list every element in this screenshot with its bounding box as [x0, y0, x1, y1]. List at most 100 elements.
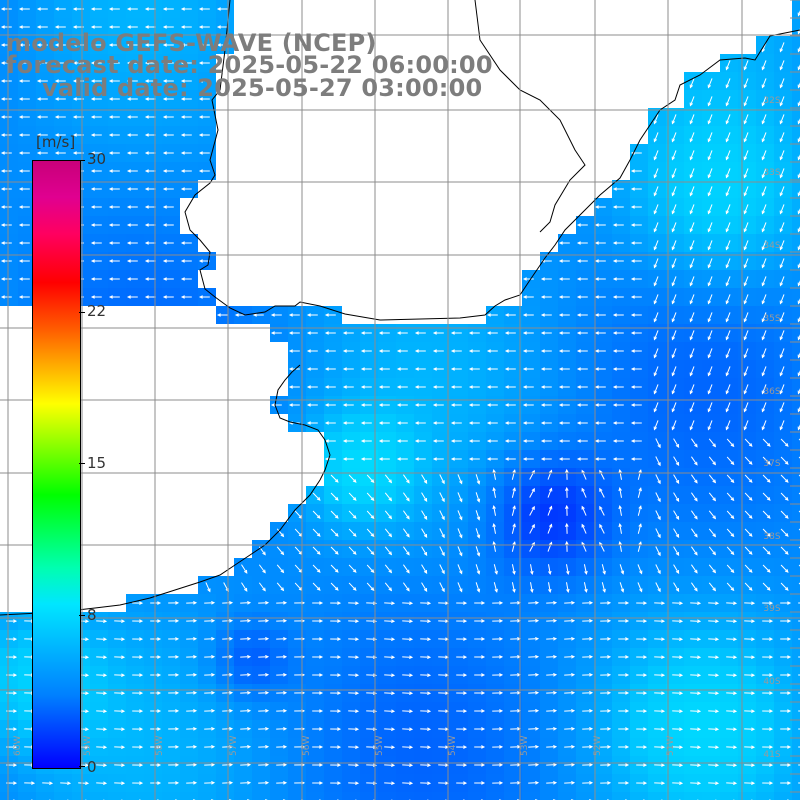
- wind-speed-cell: [522, 792, 540, 800]
- wind-arrowhead: [423, 479, 428, 484]
- wind-arrowhead: [108, 151, 113, 155]
- wind-arrowhead: [342, 385, 347, 389]
- wind-arrow: [348, 582, 357, 591]
- wind-arrow: [439, 510, 445, 520]
- wind-arrowhead: [72, 79, 77, 83]
- wind-arrowhead: [126, 205, 131, 209]
- border-line: [474, 0, 586, 233]
- wind-arrowhead: [265, 762, 270, 767]
- wind-arrowhead: [355, 655, 360, 659]
- wind-arrow: [779, 330, 785, 340]
- wind-arrowhead: [751, 727, 756, 731]
- wind-arrowhead: [725, 120, 730, 125]
- wind-speed-cell: [0, 792, 18, 800]
- wind-arrow: [743, 150, 749, 160]
- wind-arrowhead: [406, 551, 410, 556]
- wind-arrowhead: [653, 282, 658, 287]
- wind-arrowhead: [103, 637, 108, 642]
- wind-arrowhead: [599, 523, 603, 528]
- wind-arrowhead: [144, 25, 149, 29]
- wind-arrow: [762, 474, 771, 483]
- wind-arrowhead: [324, 349, 329, 353]
- wind-arrow: [744, 546, 753, 555]
- wind-arrowhead: [787, 781, 792, 785]
- wind-arrowhead: [450, 367, 455, 371]
- wind-arrowhead: [504, 403, 509, 407]
- wind-arrow: [690, 492, 698, 502]
- wind-arrowhead: [769, 637, 774, 641]
- wind-arrowhead: [761, 66, 766, 71]
- wind-arrowhead: [334, 479, 339, 483]
- wind-arrowhead: [531, 523, 535, 528]
- wind-arrowhead: [769, 709, 774, 713]
- wind-arrowhead: [779, 156, 784, 161]
- wind-arrowhead: [535, 600, 540, 605]
- wind-arrowhead: [784, 497, 789, 501]
- wind-speed-cell: [792, 612, 800, 630]
- wind-arrow: [653, 240, 659, 250]
- wind-arrowhead: [671, 426, 676, 431]
- wind-arrow: [707, 348, 713, 358]
- colorbar-tick-label: 22: [87, 302, 107, 320]
- wind-arrowhead: [594, 385, 599, 389]
- wind-arrowhead: [643, 727, 648, 731]
- wind-arrowhead: [262, 569, 266, 574]
- wind-arrow: [402, 564, 410, 574]
- wind-arrow: [690, 456, 698, 466]
- wind-arrowhead: [499, 637, 504, 641]
- wind-arrowhead: [571, 654, 576, 659]
- wind-arrow: [726, 438, 735, 447]
- wind-arrowhead: [725, 264, 730, 269]
- wind-arrowhead: [441, 552, 445, 557]
- wind-arrowhead: [72, 7, 77, 11]
- wind-arrow: [725, 276, 731, 286]
- wind-arrowhead: [643, 655, 648, 659]
- wind-arrowhead: [262, 551, 266, 556]
- wind-arrowhead: [671, 264, 676, 269]
- wind-arrow: [797, 28, 800, 34]
- wind-arrowhead: [766, 461, 771, 465]
- wind-arrowhead: [618, 541, 622, 546]
- wind-arrowhead: [522, 457, 527, 461]
- wind-arrowhead: [612, 187, 617, 191]
- wind-arrowhead: [139, 781, 144, 785]
- wind-arrowhead: [193, 655, 198, 659]
- wind-arrow: [581, 542, 587, 552]
- wind-arrowhead: [730, 461, 735, 466]
- wind-speed-cell: [792, 396, 800, 414]
- wind-arrow: [761, 132, 767, 142]
- wind-arrowhead: [694, 443, 698, 448]
- wind-arrowhead: [306, 349, 311, 353]
- wind-arrowhead: [54, 115, 59, 119]
- wind-arrow: [205, 582, 211, 592]
- wind-arrowhead: [769, 619, 774, 623]
- wind-arrowhead: [229, 618, 234, 623]
- wind-speed-cell: [378, 792, 396, 800]
- wind-arrowhead: [779, 300, 784, 305]
- wind-arrowhead: [594, 403, 599, 407]
- wind-arrowhead: [657, 552, 661, 557]
- wind-arrowhead: [725, 426, 730, 431]
- wind-arrowhead: [0, 25, 5, 29]
- wind-arrowhead: [157, 637, 162, 641]
- wind-arrow: [439, 546, 445, 556]
- wind-arrowhead: [769, 601, 774, 605]
- wind-arrow: [762, 528, 771, 537]
- wind-arrow: [475, 528, 480, 538]
- wind-arrowhead: [36, 7, 41, 11]
- wind-arrow: [797, 136, 800, 142]
- wind-arrowhead: [630, 385, 635, 389]
- wind-arrowhead: [643, 691, 648, 695]
- wind-arrow: [725, 186, 731, 196]
- wind-arrow: [330, 546, 339, 555]
- wind-arrowhead: [180, 25, 185, 29]
- wind-arrowhead: [694, 497, 698, 502]
- wind-arrowhead: [581, 505, 585, 510]
- wind-arrowhead: [671, 354, 676, 359]
- wind-arrow: [384, 582, 392, 591]
- wind-arrowhead: [751, 619, 756, 623]
- wind-arrow: [493, 524, 497, 534]
- wind-arrow: [689, 114, 695, 124]
- wind-arrow: [708, 438, 716, 447]
- wind-arrow: [797, 388, 800, 394]
